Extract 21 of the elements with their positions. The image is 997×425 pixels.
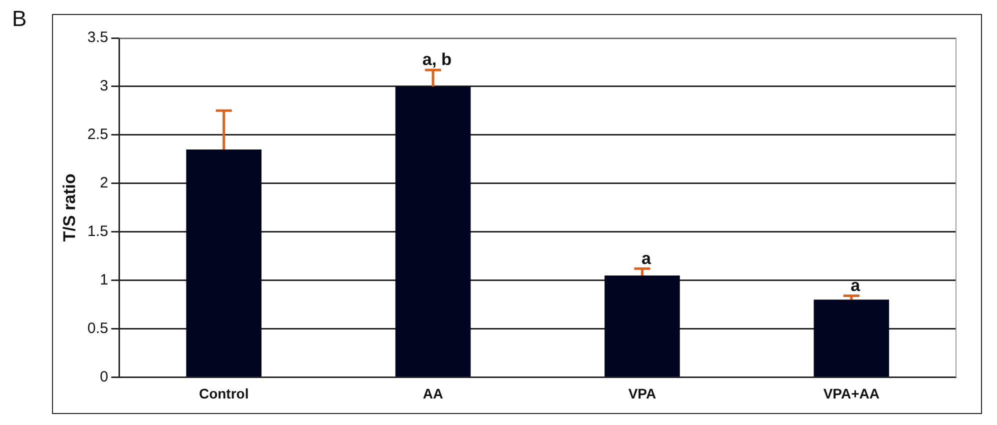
annotation: a [641,248,652,268]
y-tick-label: 0.5 [87,320,108,337]
annotation: a, b [422,50,452,70]
bar [186,149,262,376]
y-tick-label: 1.5 [87,222,108,240]
x-tick-label: Control [198,385,249,402]
bar [814,300,890,376]
text: B [12,6,27,32]
annotation: a [850,276,861,295]
x-tick-label: AA [422,385,444,402]
y-tick-label: 1 [100,271,108,288]
x-tick-label: VPA+AA [823,385,880,402]
y-tick-label: 0 [100,368,108,386]
y-tick-label: 2.5 [87,126,108,144]
y-axis-title: T/S ratio [60,174,79,242]
bar [604,275,680,376]
y-tick-label: 3 [100,78,108,95]
y-tick-label: 2 [100,174,108,192]
bar [395,86,471,376]
y-tick-label: 3.5 [87,29,108,46]
x-tick-label: VPA [628,385,656,402]
